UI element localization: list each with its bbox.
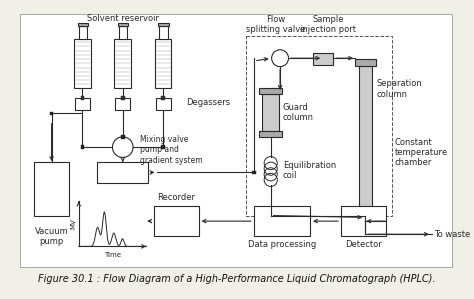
- Text: Degassers: Degassers: [186, 98, 230, 107]
- Text: Guard
column: Guard column: [283, 103, 314, 122]
- Text: Data processing: Data processing: [248, 240, 316, 249]
- Bar: [97, 162, 148, 183]
- Text: Flow
splitting valve: Flow splitting valve: [246, 15, 305, 34]
- Bar: [341, 206, 386, 236]
- Bar: [121, 96, 125, 100]
- Bar: [115, 98, 130, 110]
- Bar: [154, 206, 199, 236]
- Text: Constant
temperature
chamber: Constant temperature chamber: [394, 138, 447, 167]
- Bar: [359, 66, 372, 211]
- Text: Detector: Detector: [345, 240, 382, 249]
- Text: To waste: To waste: [434, 230, 470, 239]
- Bar: [74, 39, 91, 88]
- Bar: [158, 23, 169, 26]
- Bar: [81, 96, 84, 100]
- Bar: [262, 94, 279, 131]
- Text: Equilibration
coil: Equilibration coil: [283, 161, 336, 180]
- Text: Vacuum
pump: Vacuum pump: [35, 227, 68, 246]
- Bar: [34, 162, 69, 216]
- Bar: [313, 53, 333, 65]
- Bar: [254, 206, 310, 236]
- Bar: [355, 211, 375, 217]
- Bar: [161, 96, 165, 100]
- Bar: [78, 23, 88, 26]
- Text: Separation
column: Separation column: [376, 80, 422, 99]
- Circle shape: [272, 50, 289, 67]
- Bar: [118, 23, 128, 26]
- Bar: [81, 145, 84, 149]
- Text: Recorder: Recorder: [157, 193, 195, 202]
- Bar: [355, 59, 375, 66]
- Bar: [159, 26, 168, 39]
- Bar: [161, 145, 165, 149]
- Text: Figure 30.1 : Flow Diagram of a High-Performance Liquid Chromatograph (HPLC).: Figure 30.1 : Flow Diagram of a High-Per…: [38, 274, 436, 284]
- Bar: [50, 112, 54, 115]
- Text: Mixing valve
pump and
gradient system: Mixing valve pump and gradient system: [140, 135, 202, 165]
- Text: Sample
injection port: Sample injection port: [300, 15, 356, 34]
- Bar: [121, 135, 125, 139]
- Bar: [114, 39, 131, 88]
- Bar: [79, 26, 87, 39]
- Bar: [259, 88, 282, 94]
- Bar: [75, 98, 90, 110]
- Bar: [155, 39, 172, 88]
- Text: Solvent reservoir: Solvent reservoir: [87, 14, 159, 23]
- Bar: [119, 26, 128, 39]
- Bar: [252, 170, 256, 174]
- Bar: [155, 98, 171, 110]
- Text: MV: MV: [70, 219, 76, 229]
- Circle shape: [112, 137, 133, 158]
- Text: Time: Time: [104, 252, 121, 258]
- Bar: [246, 36, 392, 216]
- Bar: [259, 131, 282, 137]
